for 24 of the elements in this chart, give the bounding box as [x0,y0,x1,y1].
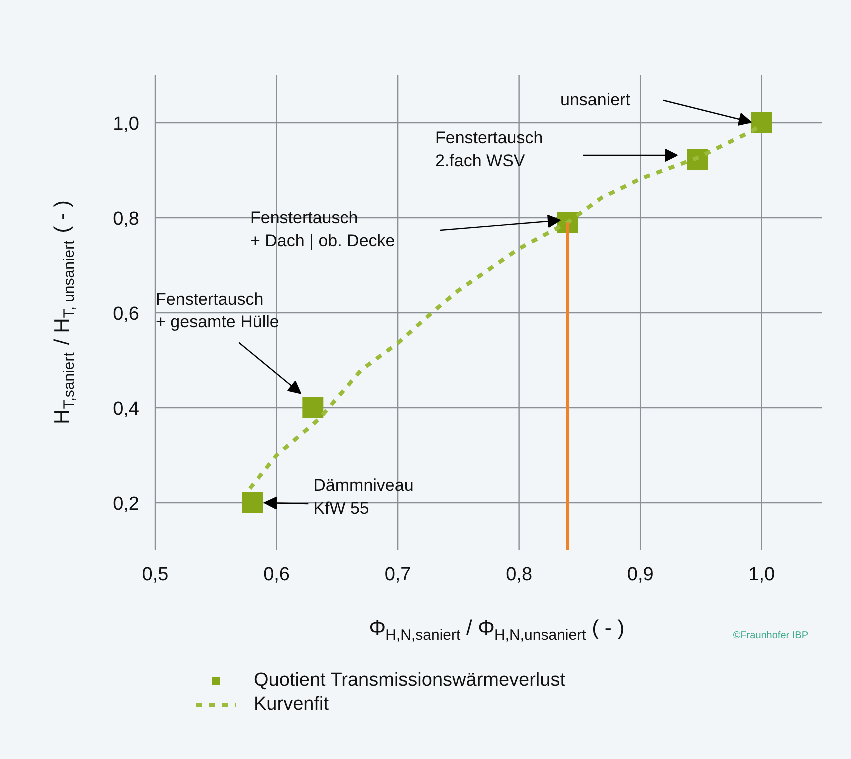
x-tick-label: 0,9 [627,564,654,586]
legend-label: Quotient Transmissionswärmeverlust [254,669,566,693]
annotation: Fenstertausch 2.fach WSV [436,128,544,170]
x-tick-label: 0,5 [142,564,169,586]
y-tick-label: 0,2 [113,494,140,515]
legend-label: Kurvenfit [254,693,329,717]
y-tick-label: 1,0 [113,114,140,135]
point [687,150,708,171]
x-tick-label: 0,6 [264,564,290,586]
annotation: unsaniert [560,90,631,110]
point [751,112,772,134]
annotation: Dämmniveau KfW 55 [314,476,414,518]
x-tick-label: 1,0 [748,564,776,586]
annotation: Fenstertausch + Dach | ob. Decke [250,208,396,250]
point [302,398,324,418]
point [242,492,264,514]
y-tick-label: 0,4 [113,399,140,420]
text: ©Fraunhofer IBP [733,630,809,642]
y-axis-title: HT,saniert / HT, unsaniert ( - ) [51,200,78,424]
y-tick-label: 0,6 [113,304,140,325]
x-tick-label: 0,8 [506,564,533,586]
y-tick-label: 0,8 [113,209,140,230]
annotation: Fenstertausch + gesamte Hülle [156,290,280,332]
x-tick-label: 0,7 [384,564,412,586]
